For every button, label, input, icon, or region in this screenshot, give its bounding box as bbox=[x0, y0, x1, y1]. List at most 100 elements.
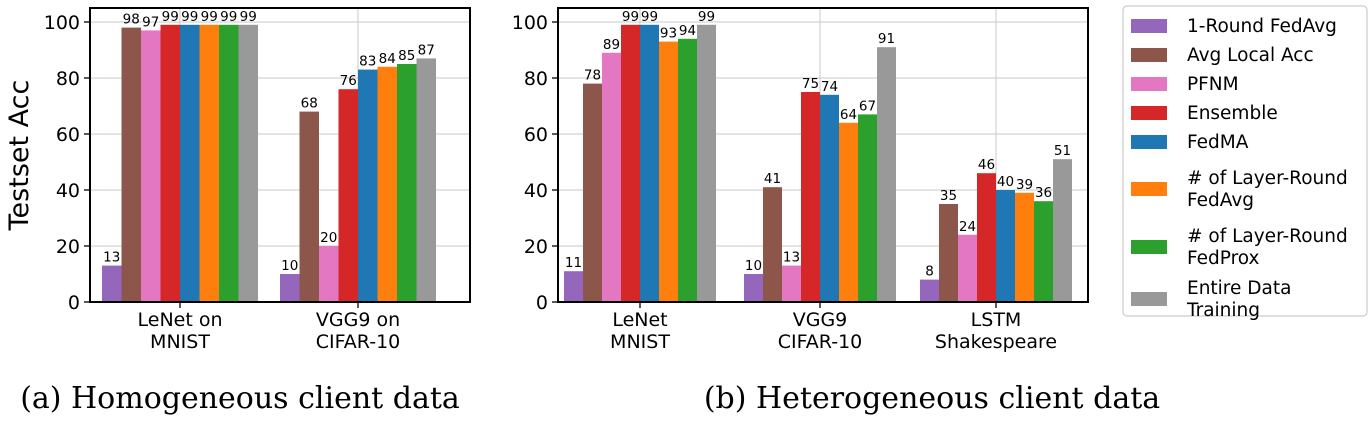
y-tick-label: 60 bbox=[524, 124, 548, 146]
bar bbox=[602, 52, 621, 302]
legend-label-line: 1-Round FedAvg bbox=[1187, 16, 1337, 37]
bar bbox=[744, 274, 763, 302]
y-tick-label: 100 bbox=[44, 12, 80, 34]
legend-label-line: Ensemble bbox=[1187, 103, 1278, 124]
bar bbox=[877, 47, 896, 303]
bar bbox=[358, 69, 378, 302]
x-tick-label-line: CIFAR-10 bbox=[316, 331, 401, 353]
bar-value-label: 75 bbox=[802, 76, 819, 92]
bar-value-label: 68 bbox=[301, 96, 318, 112]
y-tick-label: 100 bbox=[512, 12, 548, 34]
bar bbox=[141, 30, 161, 303]
legend-item: Avg Local Acc bbox=[1131, 45, 1314, 66]
legend-frame bbox=[1122, 5, 1368, 317]
legend-label: # of Layer-Round FedAvg bbox=[1187, 168, 1348, 211]
legend-swatch bbox=[1131, 19, 1167, 33]
bar bbox=[939, 204, 958, 302]
bar-value-label: 67 bbox=[859, 98, 876, 114]
bar bbox=[920, 279, 939, 302]
bar bbox=[977, 173, 996, 302]
legend-item: Entire Data Training bbox=[1131, 278, 1291, 321]
y-tick-label: 40 bbox=[56, 180, 80, 202]
y-tick-label: 20 bbox=[524, 236, 548, 258]
bar-value-label: 99 bbox=[201, 9, 218, 25]
legend-swatch bbox=[1131, 292, 1167, 306]
bar bbox=[858, 114, 877, 303]
bar bbox=[640, 24, 659, 303]
bar-value-label: 99 bbox=[220, 9, 237, 25]
legend-item: PFNM bbox=[1131, 74, 1239, 95]
bar-value-label: 10 bbox=[281, 258, 298, 274]
bar-value-label: 24 bbox=[959, 219, 976, 235]
bar bbox=[280, 274, 300, 302]
bar bbox=[820, 94, 839, 302]
x-tick-label-line: CIFAR-10 bbox=[778, 331, 863, 353]
legend-label: PFNM bbox=[1187, 74, 1239, 95]
bar bbox=[564, 271, 583, 302]
axes-frame bbox=[557, 7, 1089, 303]
x-tick-label-line: Shakespeare bbox=[935, 331, 1057, 353]
bar bbox=[238, 24, 258, 303]
legend-item: # of Layer-Round FedProx bbox=[1131, 226, 1348, 269]
legend-label-line: FedMA bbox=[1187, 132, 1249, 153]
legend-item: Ensemble bbox=[1131, 103, 1278, 124]
legend-swatch bbox=[1131, 77, 1167, 91]
bar-value-label: 8 bbox=[925, 264, 934, 280]
bar-value-label: 99 bbox=[641, 9, 658, 25]
bar bbox=[299, 111, 319, 302]
bar-value-label: 40 bbox=[997, 174, 1014, 190]
bar-value-label: 13 bbox=[103, 250, 120, 266]
bar bbox=[160, 24, 180, 303]
bar bbox=[839, 122, 858, 302]
bar bbox=[377, 66, 397, 302]
y-tick-label: 80 bbox=[524, 68, 548, 90]
legend-swatch bbox=[1131, 182, 1167, 196]
bar-value-label: 99 bbox=[622, 9, 639, 25]
x-tick-label-line: VGG9 on bbox=[316, 309, 400, 331]
bar-value-label: 99 bbox=[240, 9, 257, 25]
bar-value-label: 85 bbox=[398, 48, 415, 64]
legend-item: # of Layer-Round FedAvg bbox=[1131, 168, 1348, 211]
legend-swatch bbox=[1131, 240, 1167, 254]
legend-label: FedMA bbox=[1187, 132, 1249, 153]
y-tick-label: 40 bbox=[524, 180, 548, 202]
legend-item: FedMA bbox=[1131, 132, 1249, 153]
bar bbox=[1053, 159, 1072, 302]
bar-value-label: 39 bbox=[1016, 177, 1033, 193]
bar-value-label: 94 bbox=[679, 23, 696, 39]
legend-label: Entire Data Training bbox=[1186, 278, 1291, 321]
bar-value-label: 89 bbox=[603, 37, 620, 53]
bar-value-label: 97 bbox=[142, 14, 159, 30]
legend-item: 1-Round FedAvg bbox=[1131, 16, 1337, 37]
y-tick-label: 80 bbox=[56, 68, 80, 90]
bar-value-label: 78 bbox=[584, 68, 601, 84]
bar-value-label: 74 bbox=[821, 79, 838, 95]
x-tick-label-line: VGG9 bbox=[793, 309, 848, 331]
bar bbox=[319, 246, 339, 302]
bar-value-label: 93 bbox=[660, 26, 677, 42]
legend-label: # of Layer-Round FedProx bbox=[1187, 226, 1348, 269]
x-tick-label-line: LSTM bbox=[971, 309, 1022, 331]
bar bbox=[416, 58, 436, 303]
bar-value-label: 99 bbox=[162, 9, 179, 25]
bar-value-label: 99 bbox=[181, 9, 198, 25]
legend-label-line: Training bbox=[1186, 300, 1260, 321]
legend-label-line: Avg Local Acc bbox=[1187, 45, 1314, 66]
bar-value-label: 76 bbox=[340, 73, 357, 89]
bar-value-label: 11 bbox=[565, 255, 582, 271]
bar-value-label: 20 bbox=[320, 230, 337, 246]
bar bbox=[121, 27, 141, 302]
bar bbox=[180, 24, 200, 303]
y-tick-label: 60 bbox=[56, 124, 80, 146]
bar-value-label: 36 bbox=[1035, 185, 1052, 201]
y-axis-label: Testset Acc bbox=[4, 80, 35, 232]
bar bbox=[659, 41, 678, 302]
bar-value-label: 87 bbox=[418, 42, 435, 58]
y-tick-label: 0 bbox=[68, 292, 80, 314]
bar bbox=[102, 265, 122, 302]
bar bbox=[782, 265, 801, 302]
bar-value-label: 84 bbox=[379, 51, 396, 67]
bar bbox=[996, 190, 1015, 302]
